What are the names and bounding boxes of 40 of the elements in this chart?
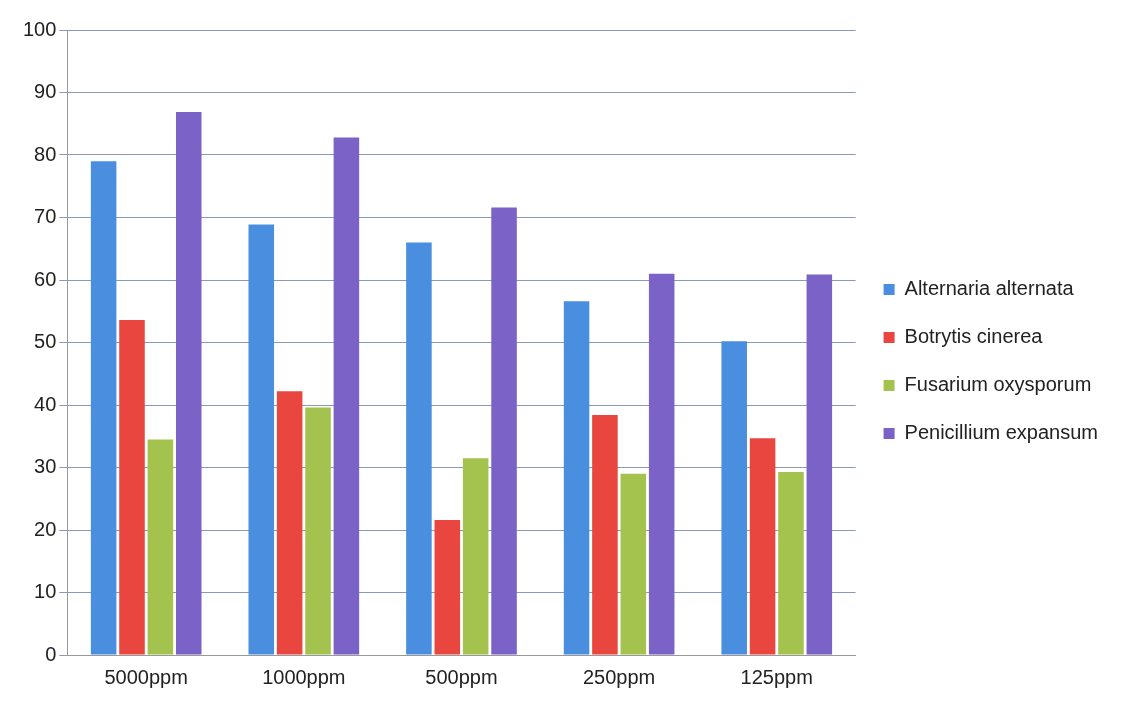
y-tick-label: 60 <box>34 267 57 290</box>
bar <box>592 415 618 655</box>
bar <box>248 224 275 655</box>
bar <box>434 520 461 655</box>
bar <box>648 273 675 655</box>
bar <box>806 274 833 655</box>
x-tick-label: 500ppm <box>425 665 498 688</box>
y-tick-label: 10 <box>34 580 57 603</box>
bar <box>175 111 202 655</box>
bar <box>721 341 747 655</box>
x-tick-label: 250ppm <box>582 665 656 688</box>
y-tick-label: 80 <box>34 142 57 165</box>
x-tick-label: 1000ppm <box>262 665 346 688</box>
bar <box>749 438 776 655</box>
legend-label: Penicillium expansum <box>904 421 1098 444</box>
y-tick-label: 70 <box>34 205 57 228</box>
legend-label: Alternaria alternata <box>904 277 1075 300</box>
bar <box>406 242 432 655</box>
bar <box>620 473 647 655</box>
legend-label: Fusarium oxysporum <box>904 373 1092 396</box>
bar <box>119 320 145 655</box>
y-tick-label: 50 <box>34 330 57 353</box>
bar <box>462 458 489 655</box>
bar <box>147 439 174 655</box>
y-tick-label: 40 <box>34 392 57 415</box>
y-tick-label: 30 <box>34 455 57 478</box>
x-tick-label: 125ppm <box>740 665 813 688</box>
bar <box>778 471 804 655</box>
y-tick-label: 0 <box>45 642 57 665</box>
legend-label: Botrytis cinerea <box>904 325 1044 348</box>
y-tick-label: 100 <box>22 17 57 40</box>
bar <box>305 407 331 655</box>
bar <box>90 161 117 655</box>
bar <box>563 301 590 655</box>
bar <box>276 391 303 655</box>
bar <box>491 207 517 655</box>
y-tick-label: 90 <box>34 80 57 103</box>
bar <box>333 137 360 655</box>
x-tick-label: 5000ppm <box>104 665 188 688</box>
y-tick-label: 20 <box>34 517 57 540</box>
